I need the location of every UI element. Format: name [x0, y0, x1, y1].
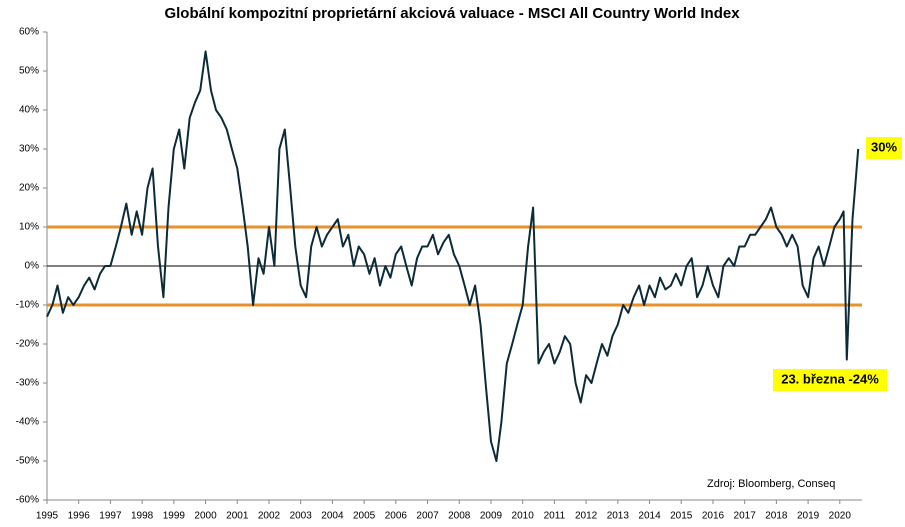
x-tick-label: 2004 [321, 511, 344, 522]
x-tick-label: 2003 [290, 511, 313, 522]
x-tick-label: 2005 [353, 511, 376, 522]
x-tick-label: 2018 [765, 511, 788, 522]
x-tick-label: 2019 [797, 511, 820, 522]
source-note: Zdroj: Bloomberg, Conseq [707, 478, 835, 490]
x-tick-label: 2010 [512, 511, 535, 522]
x-tick-label: 2011 [544, 511, 566, 522]
x-tick-label: 2009 [480, 511, 503, 522]
y-tick-label: -60% [16, 495, 39, 506]
x-tick-label: 2002 [258, 511, 281, 522]
annotation: 30% [871, 139, 897, 154]
x-tick-label: 2012 [575, 511, 598, 522]
annotation-box [773, 369, 887, 391]
x-tick-label: 1997 [99, 511, 122, 522]
x-tick-label: 2001 [226, 511, 249, 522]
x-tick-label: 2006 [385, 511, 408, 522]
y-tick-label: -10% [16, 300, 39, 311]
x-tick-label: 2014 [638, 511, 661, 522]
x-tick-label: 2015 [670, 511, 693, 522]
x-tick-label: 2013 [607, 511, 630, 522]
x-tick-label: 2007 [416, 511, 439, 522]
annotation-box [866, 137, 902, 159]
x-tick-label: 1996 [68, 511, 91, 522]
y-tick-label: 0% [25, 261, 40, 272]
x-tick-label: 2008 [448, 511, 471, 522]
x-tick-label: 1999 [163, 511, 186, 522]
y-tick-label: -40% [16, 417, 39, 428]
y-tick-label: -30% [16, 378, 39, 389]
x-tick-label: 2000 [194, 511, 217, 522]
y-tick-label: 30% [19, 144, 39, 155]
x-tick-label: 2020 [829, 511, 852, 522]
y-tick-label: 50% [19, 66, 39, 77]
chart-title: Globální kompozitní proprietární akciová… [164, 5, 740, 22]
annotation: 23. března -24% [781, 371, 879, 386]
y-tick-label: 20% [19, 183, 39, 194]
y-tick-label: 10% [19, 222, 39, 233]
x-tick-label: 1998 [131, 511, 154, 522]
line-series [46, 50, 860, 462]
x-tick-label: 2016 [702, 511, 725, 522]
y-tick-label: 40% [19, 105, 39, 116]
x-tick-label: 1995 [36, 511, 59, 522]
y-tick-label: -50% [16, 456, 39, 467]
x-tick-label: 2017 [734, 511, 757, 522]
y-tick-label: -20% [16, 339, 39, 350]
y-tick-label: 60% [19, 27, 39, 38]
